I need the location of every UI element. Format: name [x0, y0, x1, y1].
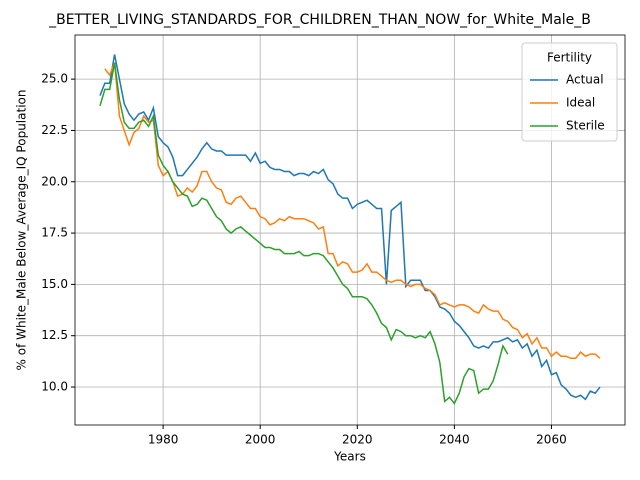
plot-frame [74, 34, 626, 426]
legend-box [521, 42, 618, 142]
x-tick-label: 2040 [439, 433, 470, 447]
x-tick-label: 2000 [245, 433, 276, 447]
y-tick-label: 25.0 [41, 72, 68, 86]
chart-title: _BETTER_LIVING_STANDARDS_FOR_CHILDREN_TH… [48, 12, 591, 28]
legend-label: Sterile [566, 119, 605, 133]
x-tick-label: 2020 [342, 433, 373, 447]
y-tick-label: 10.0 [41, 380, 68, 394]
y-tick-label: 20.0 [41, 174, 68, 188]
y-tick-label: 22.5 [41, 123, 68, 137]
legend-label: Ideal [566, 96, 595, 110]
x-tick-label: 1980 [148, 433, 179, 447]
x-axis-label: Years [333, 450, 366, 464]
line [99, 54, 601, 401]
y-tick-label: 15.0 [41, 277, 68, 291]
legend-title: Fertility [547, 51, 592, 65]
y-tick-label: 12.5 [41, 328, 68, 342]
line [99, 62, 509, 405]
y-tick-label: 17.5 [41, 226, 68, 240]
y-axis-label: % of White_Male Below_Average_IQ Populat… [15, 90, 29, 371]
x-tick-label: 2060 [536, 433, 567, 447]
legend-label: Actual [566, 73, 604, 87]
line [104, 62, 601, 360]
